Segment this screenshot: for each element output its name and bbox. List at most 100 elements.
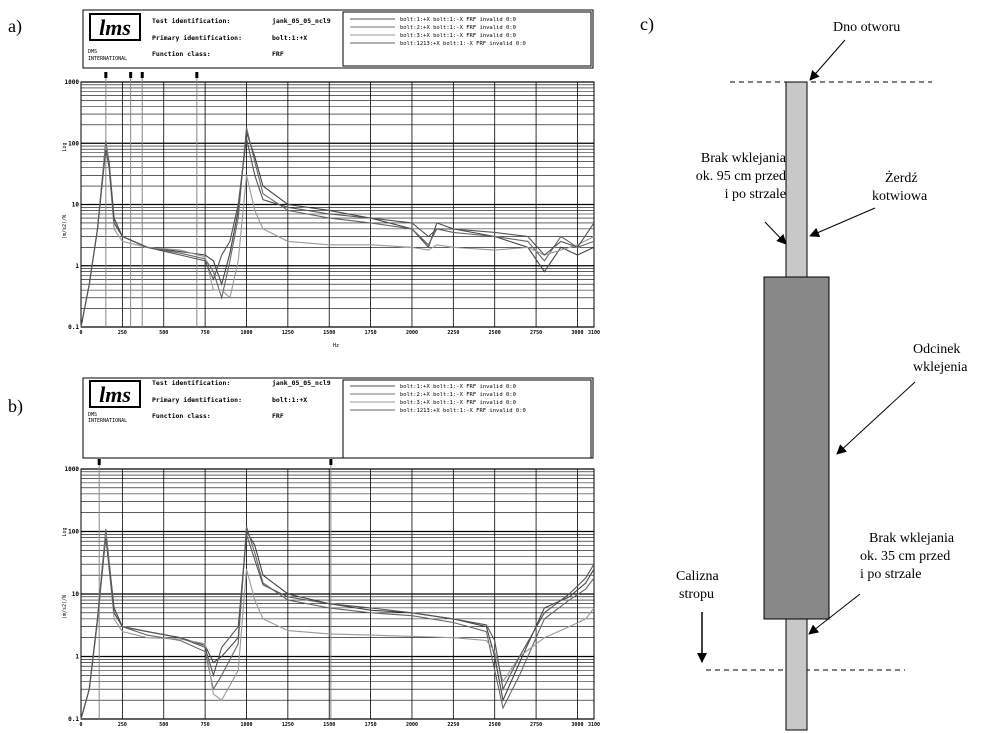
- panel-a-header: lms DMS INTERNATIONAL Test identificatio…: [82, 9, 594, 69]
- label-brak-bottom-line: ok. 35 cm przed: [860, 549, 950, 564]
- panel-a-legend-text: bolt:2:+X bolt:1:-X FRF invalid 0:0: [400, 25, 516, 31]
- panel-a-chart: 0 250 500 750 1000 1250 1500 1750 2000 2250 2500 27…: [65, 72, 600, 336]
- panel-a-ylabel: (m/s2)/N: [62, 215, 68, 239]
- label-brak-bottom-line: Brak wklejania: [869, 531, 955, 546]
- panel-b-field-label-1: Primary identification:: [152, 396, 242, 404]
- panel-a-cursor-marker[interactable]: [195, 72, 199, 78]
- label-dno-otworu: Dno otworu: [833, 20, 900, 35]
- panel-b-x-tick-label: 250: [118, 722, 127, 728]
- panel-a-y-tick-label: 100: [68, 140, 79, 147]
- panel-a-x-tick-label: 1250: [282, 330, 294, 336]
- panel-b-chart: 0 250 500 750 1000 1250 1500 1750 2000 2250 2500 27…: [65, 459, 600, 728]
- panel-a-field-label-2: Function class:: [152, 50, 211, 58]
- panel-b-y-tick-label: 1000: [65, 466, 80, 473]
- panel-b-legend-text: bolt:3:+X bolt:1:-X FRF invalid 0:0: [400, 400, 516, 406]
- panel-b-cursor-marker[interactable]: [97, 459, 101, 465]
- panel-a-field-label-1: Primary identification:: [152, 34, 242, 42]
- panel-a-x-tick-label: 3100: [588, 330, 600, 336]
- panel-b-y-tick-label: 10: [72, 591, 80, 598]
- panel-a-y-tick-label: 10: [72, 202, 80, 209]
- panel-a-x-tick-label: 2250: [447, 330, 459, 336]
- panel-b-x-tick-label: 2750: [530, 722, 542, 728]
- label-calizna-stropu: Calizna stropu: [676, 569, 720, 602]
- glued-section: [763, 276, 830, 620]
- panel-b-x-tick-label: 3100: [588, 722, 600, 728]
- label-brak-top-line: i po strzale: [725, 187, 786, 202]
- label-zerdz-kotwiowa: Żerdź kotwiowa: [872, 170, 928, 204]
- panel-c-letter: c): [640, 14, 654, 35]
- panel-a-field-value-2: FRF: [272, 50, 284, 58]
- panel-a-logo: lms: [99, 15, 131, 40]
- panel-a-series-line: [80, 127, 595, 328]
- panel-b-x-tick-label: 1250: [282, 722, 294, 728]
- panel-a-y-tick-label: 1: [75, 263, 79, 270]
- panel-b-x-tick-label: 0: [79, 722, 82, 728]
- panel-b-legend-text: bolt:1213:+X bolt:1:-X FRF invalid 0:0: [400, 408, 526, 414]
- panel-a-field-value-0: jank_05_05_ncl9: [272, 17, 331, 25]
- panel-b-x-tick-label: 1750: [365, 722, 377, 728]
- panel-b-letter: b): [8, 396, 23, 417]
- panel-b-brand-line2: INTERNATIONAL: [88, 418, 127, 424]
- panel-b-field-label-2: Function class:: [152, 412, 211, 420]
- panel-a-brand-line2: INTERNATIONAL: [88, 56, 127, 62]
- panel-b-field-value-0: jank_05_05_ncl9: [272, 379, 331, 387]
- panel-b-legend-box: [342, 379, 592, 459]
- panel-b-series-line: [80, 526, 595, 720]
- panel-b-plot-frame: [80, 468, 595, 720]
- panel-b-legend-text: bolt:1:+X bolt:1:-X FRF invalid 0:0: [400, 384, 516, 390]
- label-calizna-line: stropu: [679, 587, 714, 602]
- panel-a-letter: a): [8, 16, 22, 37]
- panel-b-x-tick-label: 2500: [489, 722, 501, 728]
- panel-b-y-tick-label: 0.1: [68, 716, 79, 723]
- panel-a-y-tick-label: 1000: [65, 79, 80, 86]
- panel-b-header: lms DMS INTERNATIONAL Test identificatio…: [82, 377, 594, 459]
- panel-a-x-tick-label: 1500: [323, 330, 335, 336]
- arrow-brak-top: [764, 221, 787, 245]
- panel-b-series-line: [80, 529, 595, 720]
- panel-a: a) lms DMS INTERNATIONAL Test identifica…: [8, 9, 600, 349]
- panel-a-x-tick-label: 500: [159, 330, 168, 336]
- panel-a-x-tick-label: 1750: [365, 330, 377, 336]
- panel-a-logo-box: [89, 13, 141, 41]
- panel-a-legend-entry: bolt:1:+X bolt:1:-X FRF invalid 0:0: [350, 17, 516, 23]
- panel-a-cursor-marker[interactable]: [129, 72, 133, 78]
- panel-b-brand-line1: DMS: [88, 412, 97, 418]
- panel-a-x-tick-label: 0: [79, 330, 82, 336]
- arrow-dno-otworu: [809, 39, 846, 81]
- panel-b-series-line: [80, 534, 595, 720]
- panel-b-x-tick-label: 2000: [406, 722, 418, 728]
- panel-a-cursor-marker[interactable]: [104, 72, 108, 78]
- panel-a-xlabel: Hz: [333, 343, 339, 349]
- panel-a-legend-text: bolt:1:+X bolt:1:-X FRF invalid 0:0: [400, 17, 516, 23]
- label-zerdz-line: kotwiowa: [872, 189, 928, 204]
- panel-a-legend-text: bolt:1213:+X bolt:1:-X FRF invalid 0:0: [400, 41, 526, 47]
- panel-a-x-tick-label: 750: [201, 330, 210, 336]
- panel-b-series-line: [80, 534, 595, 720]
- panel-a-cursor-marker[interactable]: [140, 72, 144, 78]
- panel-b-field-label-0: Test identification:: [152, 379, 230, 387]
- panel-a-x-tick-label: 2500: [489, 330, 501, 336]
- panel-b-legend-entry: bolt:2:+X bolt:1:-X FRF invalid 0:0: [350, 392, 516, 398]
- panel-b-x-tick-label: 2250: [447, 722, 459, 728]
- panel-b-x-tick-label: 500: [159, 722, 168, 728]
- panel-b-y-tick-label: 1: [75, 654, 79, 661]
- panel-b-legend-entry: bolt:1:+X bolt:1:-X FRF invalid 0:0: [350, 384, 516, 390]
- panel-a-field-label-0: Test identification:: [152, 17, 230, 25]
- panel-a-legend-entry: bolt:2:+X bolt:1:-X FRF invalid 0:0: [350, 25, 516, 31]
- panel-b-field-value-2: FRF: [272, 412, 284, 420]
- label-brak-top-line: Brak wklejania: [701, 151, 787, 166]
- panel-b-cursor-marker[interactable]: [329, 459, 333, 465]
- panel-b-x-tick-label: 3000: [571, 722, 583, 728]
- panel-b-ylabel: (m/s2)/N: [62, 595, 68, 619]
- panel-b: b) lms DMS INTERNATIONAL Test identifica…: [8, 377, 600, 728]
- panel-a-x-tick-label: 2000: [406, 330, 418, 336]
- label-brak-bottom: Brak wklejania ok. 35 cm przed i po strz…: [860, 531, 955, 582]
- panel-a-legend-box: [342, 11, 592, 67]
- label-brak-top-line: ok. 95 cm przed: [696, 169, 786, 184]
- panel-a-x-tick-label: 2750: [530, 330, 542, 336]
- panel-b-field-value-1: bolt:1:+X: [272, 396, 307, 404]
- panel-a-series-line: [80, 138, 595, 328]
- panel-b-legend-entry: bolt:1213:+X bolt:1:-X FRF invalid 0:0: [350, 408, 526, 414]
- panel-b-y-tick-label: 100: [68, 529, 79, 536]
